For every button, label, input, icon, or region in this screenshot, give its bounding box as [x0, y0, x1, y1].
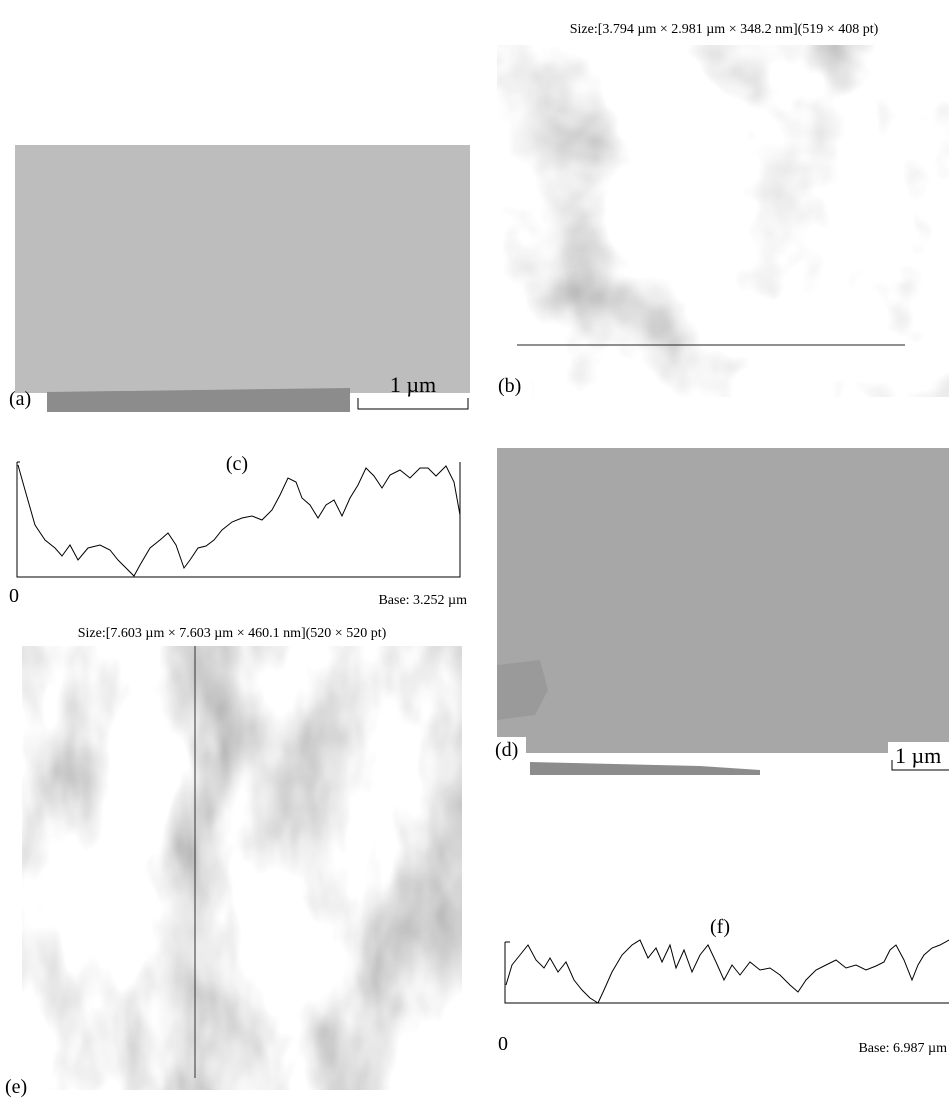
figure: (a) 1 µm Size:[3.794 µm × 2.981 µm × 348… — [0, 0, 949, 1100]
afm-3d-image — [497, 448, 949, 753]
panel-b: Size:[3.794 µm × 2.981 µm × 348.2 nm](51… — [497, 22, 949, 397]
scale-bar — [358, 398, 468, 409]
panel-d: (d) 1 µm — [494, 448, 949, 775]
panel-e: Size:[7.603 µm × 7.603 µm × 460.1 nm](52… — [0, 626, 462, 1100]
panel-label: (e) — [5, 1076, 27, 1098]
panel-label: (b) — [498, 375, 521, 397]
profile-curve — [18, 465, 460, 576]
origin-label: 0 — [9, 585, 19, 607]
profile-frame — [505, 942, 949, 1003]
base-label: Base: 6.987 µm — [858, 1041, 947, 1056]
size-caption: Size:[7.603 µm × 7.603 µm × 460.1 nm](52… — [78, 626, 387, 641]
base-label: Base: 3.252 µm — [378, 593, 467, 608]
scale-bar-label: 1 µm — [390, 372, 436, 397]
panel-label: (a) — [9, 388, 31, 410]
panel-label: (f) — [710, 916, 730, 938]
scale-bar-label: 1 µm — [895, 743, 941, 768]
size-caption: Size:[3.794 µm × 2.981 µm × 348.2 nm](51… — [570, 22, 879, 37]
panel-c: (c) 0 Base: 3.252 µm — [9, 453, 467, 608]
base-plane — [47, 388, 350, 412]
panel-a: (a) 1 µm — [9, 145, 470, 412]
base-plane — [530, 762, 760, 775]
afm-3d-image — [15, 145, 470, 393]
panel-label: (d) — [495, 739, 518, 761]
afm-height-image — [22, 646, 462, 1090]
panel-f: (f) 0 Base: 6.987 µm — [498, 916, 949, 1056]
panel-label: (c) — [226, 453, 248, 475]
origin-label: 0 — [498, 1033, 508, 1055]
afm-height-image — [497, 45, 949, 397]
profile-curve — [506, 940, 949, 1003]
